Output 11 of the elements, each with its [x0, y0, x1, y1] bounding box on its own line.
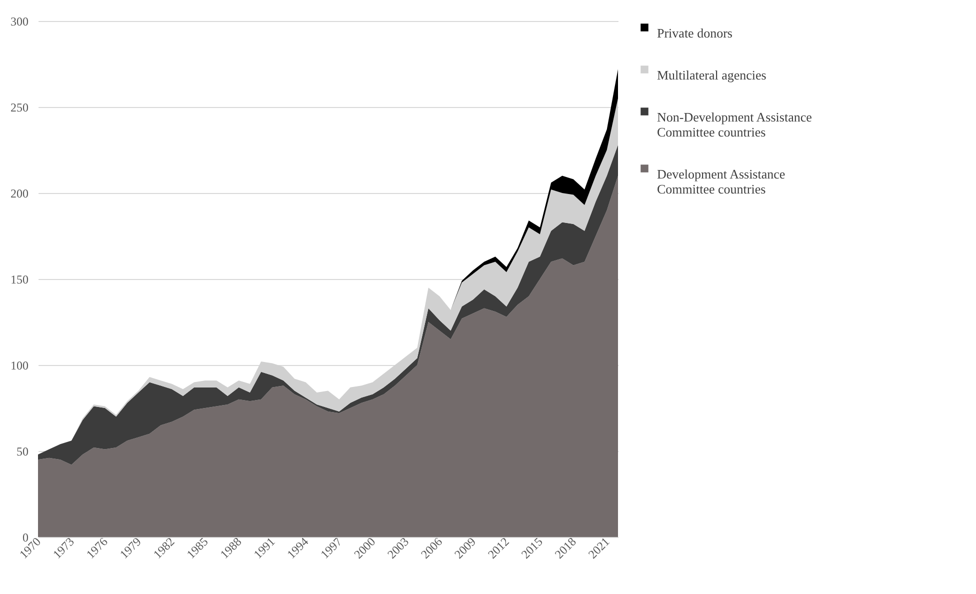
y-tick-label: 50	[16, 444, 28, 458]
legend-label: Development Assistance Committee countries	[657, 166, 786, 196]
legend-label: Multilateral agencies	[657, 68, 766, 82]
y-tick-label: 250	[10, 100, 28, 114]
y-tick-label: 150	[10, 272, 28, 286]
y-tick-label: 100	[10, 358, 28, 372]
y-tick-label: 200	[10, 186, 28, 200]
legend-label: Private donors	[657, 26, 732, 40]
legend-label: Non-Development Assistance Committee countries	[657, 110, 812, 140]
y-tick-label: 300	[10, 14, 28, 28]
x-tick-label: 1991	[250, 534, 278, 562]
